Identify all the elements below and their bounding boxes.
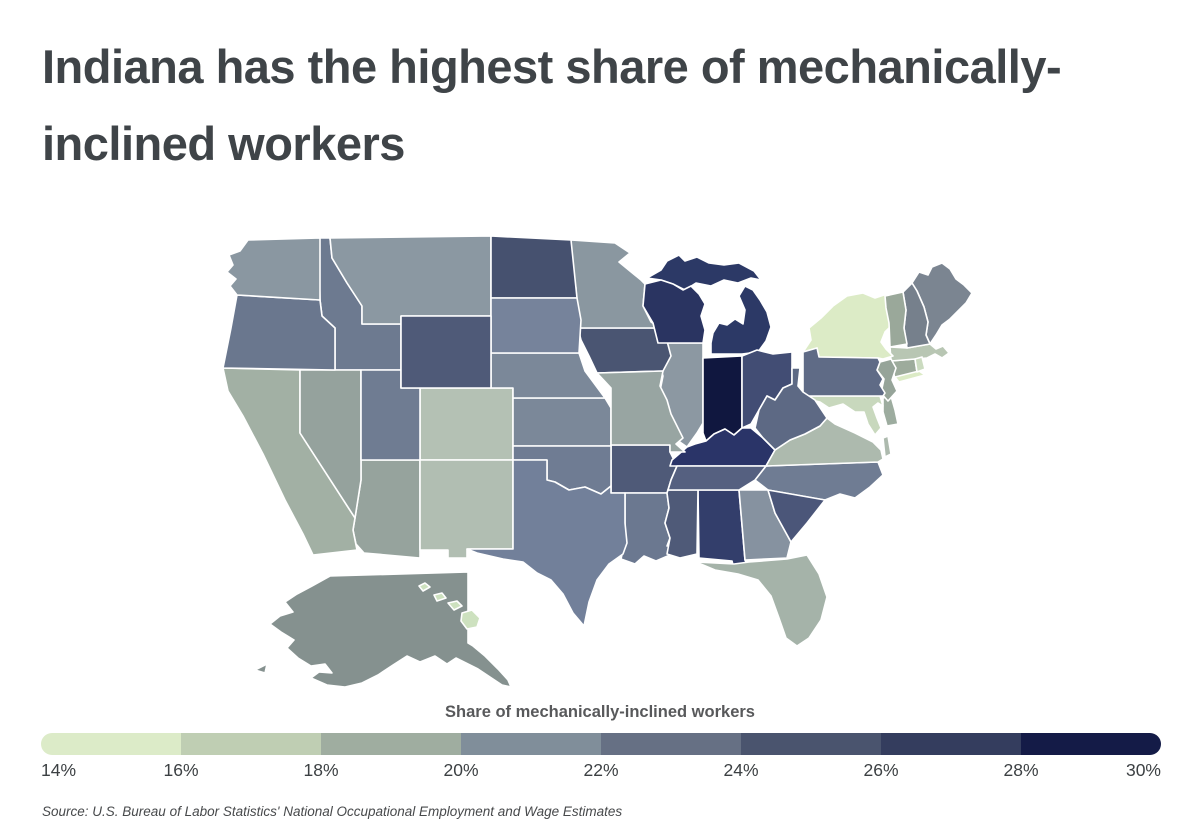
legend-color-bar [41, 733, 1161, 755]
legend-segment-3 [321, 733, 461, 755]
legend-tick-22: 22% [583, 760, 619, 780]
state-ar [610, 444, 678, 494]
state-co [419, 387, 514, 461]
chart-title: Indiana has the highest share of mechani… [42, 28, 1162, 182]
state-hi [418, 582, 481, 630]
source-note: Source: U.S. Bureau of Labor Statistics'… [42, 804, 623, 819]
legend-segment-7 [881, 733, 1021, 755]
state-ne [490, 352, 606, 399]
state-ms [664, 489, 699, 559]
legend-segment-2 [181, 733, 321, 755]
legend-segment-8 [1021, 733, 1161, 755]
legend-tick-26: 26% [863, 760, 899, 780]
legend-title: Share of mechanically-inclined workers [445, 703, 755, 721]
legend-tick-28: 28% [1003, 760, 1039, 780]
legend-segment-1 [41, 733, 181, 755]
legend-tick-labels: 14% 16% 18% 20% 22% 24% 26% 28% 30% [41, 760, 1161, 784]
legend-tick-30: 30% [1125, 760, 1161, 780]
state-nc [754, 461, 884, 501]
state-sc [767, 489, 826, 543]
state-ak [254, 571, 512, 688]
chart-title-line-1: Indiana has the highest share of mechani… [42, 40, 1062, 93]
state-or [222, 294, 336, 371]
state-az [352, 459, 421, 559]
state-nv [299, 369, 362, 519]
legend-tick-20: 20% [443, 760, 479, 780]
state-wa [226, 237, 321, 301]
state-vt [884, 291, 908, 348]
state-mo [596, 370, 686, 453]
state-sd [490, 297, 582, 354]
chart-title-line-2: inclined workers [42, 117, 405, 170]
legend-tick-16: 16% [163, 760, 199, 780]
state-tn [667, 465, 767, 491]
legend-segment-6 [741, 733, 881, 755]
state-wy [400, 315, 492, 389]
state-ks [512, 397, 612, 447]
state-md [810, 395, 884, 436]
state-fl [695, 554, 828, 647]
legend-segment-5 [601, 733, 741, 755]
legend-tick-14: 14% [41, 760, 77, 780]
legend-segment-4 [461, 733, 601, 755]
state-de [882, 395, 899, 427]
state-nd [490, 235, 578, 299]
state-in [702, 355, 743, 442]
state-wi [642, 279, 706, 344]
state-tx [466, 459, 628, 627]
state-nm [419, 459, 514, 559]
state-wv [754, 367, 828, 451]
us-choropleth-map [215, 228, 975, 700]
us-map-svg [222, 235, 973, 688]
state-pa [802, 347, 886, 397]
legend-tick-24: 24% [723, 760, 759, 780]
legend-tick-18: 18% [303, 760, 339, 780]
state-ri [914, 356, 926, 373]
